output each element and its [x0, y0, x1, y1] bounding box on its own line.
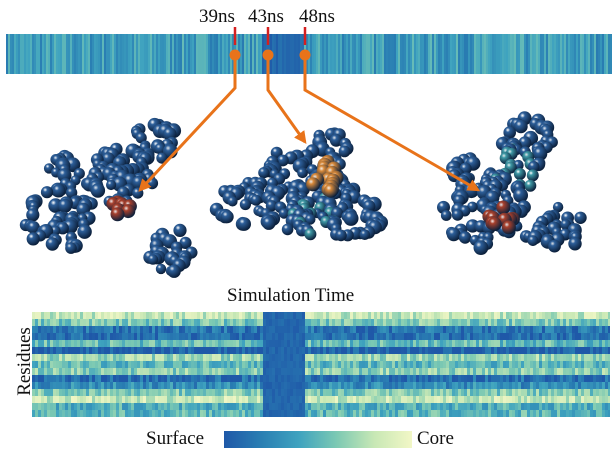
- x-axis-title: Simulation Time: [227, 285, 355, 306]
- timeline-strip: [6, 34, 612, 74]
- molecule-39ns: [19, 117, 198, 278]
- legend-low-label: Surface: [146, 428, 205, 449]
- time-label-43ns: 43ns: [248, 6, 284, 27]
- molecule-43ns: [209, 127, 388, 242]
- residue-heatmap: [32, 312, 610, 417]
- colorbar: [224, 431, 412, 448]
- time-label-48ns: 48ns: [299, 6, 335, 27]
- molecule-panels: [19, 111, 587, 278]
- molecule-48ns: [437, 111, 587, 256]
- y-axis-title: Residues: [13, 327, 35, 396]
- time-label-39ns: 39ns: [199, 6, 235, 27]
- legend-high-label: Core: [417, 428, 454, 449]
